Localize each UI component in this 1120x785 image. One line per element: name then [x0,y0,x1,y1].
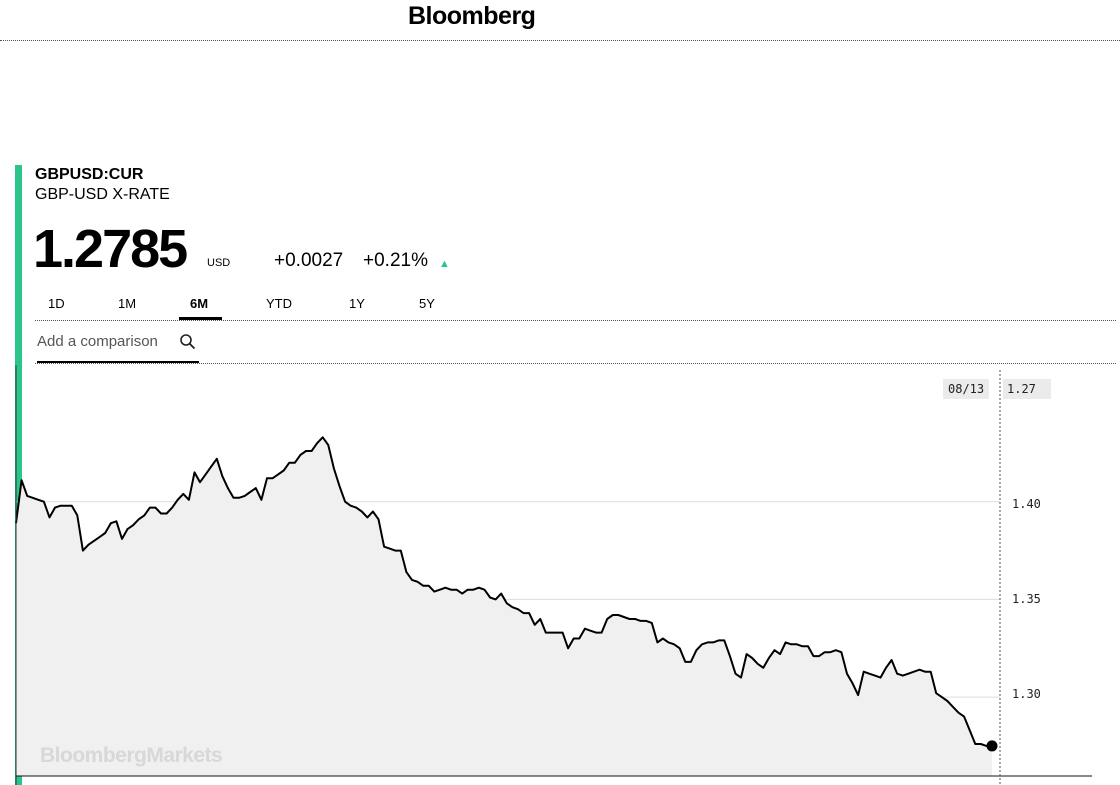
time-range-tabs: 1D 1M 6M YTD 1Y 5Y [35,290,1116,321]
bloomberg-logo[interactable]: Bloomberg [408,2,536,30]
price-line [15,436,992,747]
last-point-marker [986,740,998,752]
price-change: +0.0027 [274,250,344,271]
tab-1y[interactable]: 1Y [349,296,365,311]
comparison-search[interactable]: Add a comparison [37,323,199,363]
tab-1d[interactable]: 1D [48,296,65,311]
comparison-input[interactable]: Add a comparison [37,333,158,350]
header-bar: Bloomberg [0,0,1120,41]
tab-1m[interactable]: 1M [118,296,137,311]
y-tick-label: 1.40 [1012,497,1041,511]
tab-5y[interactable]: 5Y [419,296,435,311]
up-triangle-icon: ▲ [439,258,450,270]
accent-bar [15,165,22,785]
tab-6m[interactable]: 6M [190,296,209,311]
price-chart[interactable] [0,365,1120,785]
hover-value-label: 1.27 [1003,379,1051,399]
instrument-name: GBP-USD X-RATE [35,186,170,203]
hover-date-label: 08/13 [943,379,990,399]
search-icon[interactable] [179,333,197,351]
last-price: 1.2785 [33,219,188,279]
bloomberg-markets-watermark: BloombergMarkets [40,744,223,767]
active-tab-indicator [179,317,222,320]
y-tick-label: 1.35 [1012,592,1041,606]
price-currency: USD [207,257,231,269]
chart-top-divider [35,363,1116,364]
tab-ytd[interactable]: YTD [266,296,292,311]
price-change-percent: +0.21% [363,250,428,271]
ticker-symbol: GBPUSD:CUR [35,166,144,183]
price-area [16,437,992,776]
y-tick-label: 1.30 [1012,687,1041,701]
